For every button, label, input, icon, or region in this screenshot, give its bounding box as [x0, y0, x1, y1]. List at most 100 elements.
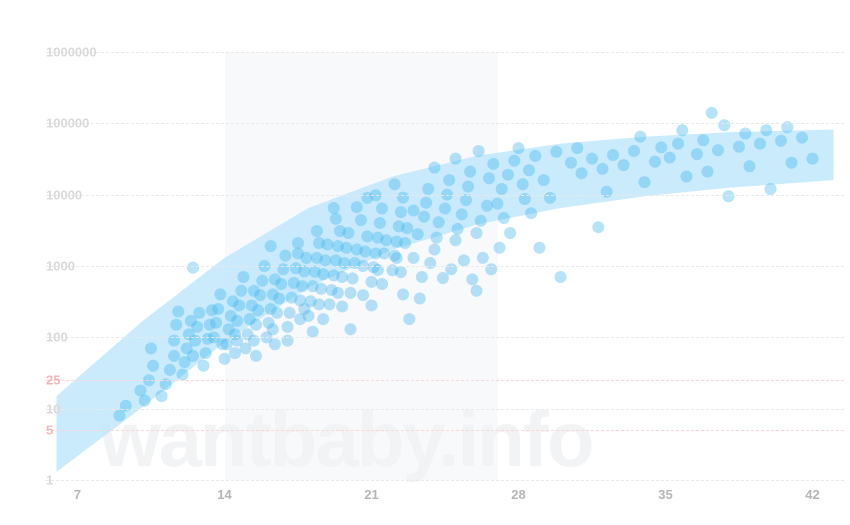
- y-axis-label: 1000000: [46, 45, 97, 60]
- data-point: [786, 157, 798, 169]
- data-point: [315, 283, 327, 295]
- data-point: [147, 360, 159, 372]
- y-axis-label: 10: [46, 401, 60, 416]
- data-point: [303, 310, 315, 322]
- data-point: [361, 230, 373, 242]
- data-point: [555, 271, 567, 283]
- y-gridline: [46, 409, 844, 410]
- data-point: [319, 254, 331, 266]
- data-point: [336, 271, 348, 283]
- data-point: [477, 252, 489, 264]
- data-point: [229, 347, 241, 359]
- data-point: [422, 183, 434, 195]
- data-point: [221, 338, 233, 350]
- data-point: [481, 200, 493, 212]
- data-point: [523, 164, 535, 176]
- data-point: [494, 242, 506, 254]
- data-point: [359, 245, 371, 257]
- data-point: [702, 166, 714, 178]
- data-point: [408, 252, 420, 264]
- data-point: [429, 244, 441, 256]
- data-point: [649, 156, 661, 168]
- scatter-chart: wantbaby.info 10000001000001000010001002…: [0, 0, 850, 525]
- data-point: [403, 313, 415, 325]
- data-point: [473, 145, 485, 157]
- data-point: [416, 271, 428, 283]
- y-axis-label: 1: [46, 473, 53, 488]
- data-point: [345, 287, 357, 299]
- y-axis-label: 25: [46, 373, 60, 388]
- data-point: [697, 134, 709, 146]
- data-point: [529, 150, 541, 162]
- data-point: [739, 128, 751, 140]
- data-point: [351, 201, 363, 213]
- data-point: [292, 237, 304, 249]
- data-point: [338, 257, 350, 269]
- data-point: [265, 240, 277, 252]
- y-gridline: [46, 337, 844, 338]
- data-point: [534, 242, 546, 254]
- data-point: [397, 288, 409, 300]
- x-axis-label: 14: [217, 487, 231, 502]
- data-point: [655, 141, 667, 153]
- data-point: [279, 250, 291, 262]
- data-point: [340, 242, 352, 254]
- data-point: [321, 239, 333, 251]
- data-point: [429, 162, 441, 174]
- data-point: [723, 190, 735, 202]
- y-gridline: [46, 52, 844, 53]
- data-point: [250, 350, 262, 362]
- data-point: [504, 227, 516, 239]
- data-point: [376, 202, 388, 214]
- plot-area: wantbaby.info 10000001000001000010001002…: [46, 52, 844, 480]
- data-point: [395, 206, 407, 218]
- y-axis-label: 100000: [46, 116, 89, 131]
- x-axis-label: 28: [511, 487, 525, 502]
- data-point: [170, 319, 182, 331]
- data-point: [219, 353, 231, 365]
- data-point: [332, 287, 344, 299]
- data-point: [231, 315, 243, 327]
- data-point: [399, 237, 411, 249]
- data-point: [198, 360, 210, 372]
- data-point: [471, 227, 483, 239]
- data-point: [634, 131, 646, 143]
- data-point: [120, 400, 132, 412]
- data-point: [466, 273, 478, 285]
- data-point: [571, 142, 583, 154]
- data-point: [357, 289, 369, 301]
- data-point: [796, 132, 808, 144]
- y-gridline: [46, 123, 844, 124]
- data-point: [607, 149, 619, 161]
- y-gridline: [46, 266, 844, 267]
- data-point: [676, 124, 688, 136]
- data-point: [431, 232, 443, 244]
- data-point: [191, 321, 203, 333]
- data-point: [307, 326, 319, 338]
- y-gridline: [46, 380, 844, 381]
- data-point: [618, 159, 630, 171]
- data-point: [508, 155, 520, 167]
- data-point: [269, 338, 281, 350]
- data-point: [628, 145, 640, 157]
- data-point: [313, 298, 325, 310]
- data-point: [754, 138, 766, 150]
- data-point: [592, 221, 604, 233]
- x-axis-label: 21: [364, 487, 378, 502]
- data-point: [733, 141, 745, 153]
- data-point: [597, 163, 609, 175]
- data-point: [355, 214, 367, 226]
- data-point: [235, 285, 247, 297]
- data-point: [275, 278, 287, 290]
- data-point: [456, 208, 468, 220]
- data-point: [378, 247, 390, 259]
- data-point: [401, 222, 413, 234]
- data-point: [538, 174, 550, 186]
- data-point: [374, 217, 386, 229]
- data-point: [418, 211, 430, 223]
- data-point: [718, 119, 730, 131]
- data-point: [252, 304, 264, 316]
- y-gridline: [46, 480, 844, 481]
- data-point: [550, 146, 562, 158]
- data-point: [345, 323, 357, 335]
